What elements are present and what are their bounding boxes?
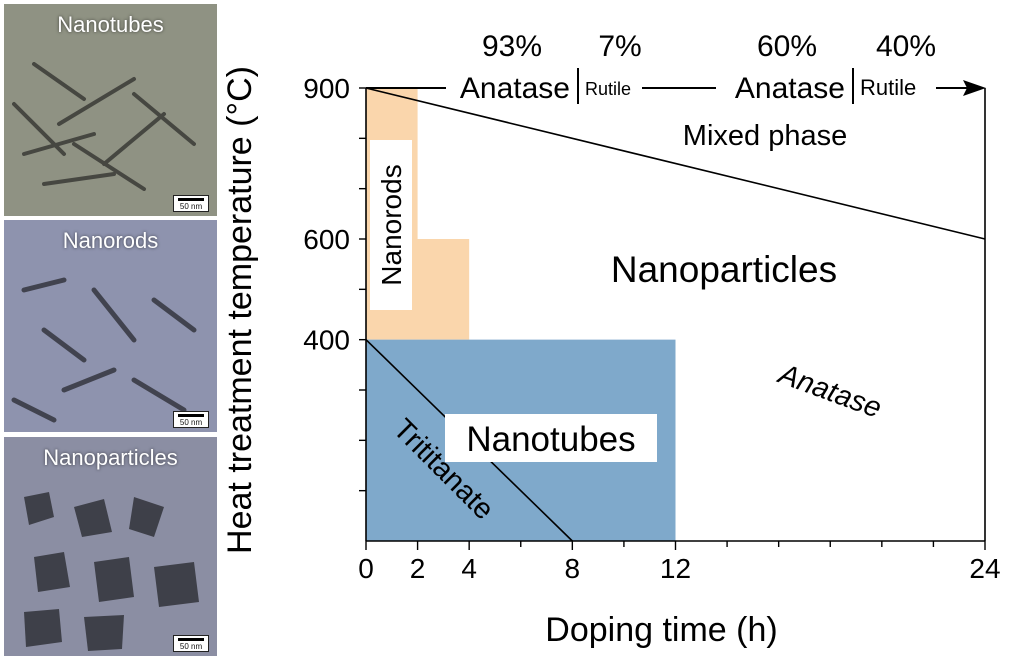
x-tick-label: 24 (969, 553, 1000, 584)
y-axis-title: Heat treatment temperature (°C) (221, 66, 259, 554)
nanoparticles-label: Nanoparticles (611, 249, 837, 290)
nanorods-label: Nanorods (376, 164, 407, 285)
x-tick-label: 8 (565, 553, 581, 584)
nanotubes-label: Nanotubes (466, 420, 635, 459)
micrograph-nanorods: Nanorods 50 nm (4, 220, 217, 432)
rutile-phase-label: Rutile (860, 75, 916, 100)
nanorods-label-box (370, 140, 412, 310)
scale-bar: 50 nm (173, 195, 209, 212)
scale-bar: 50 nm (173, 411, 209, 428)
micrograph-label: Nanotubes (57, 12, 164, 37)
x-tick-label: 4 (461, 553, 477, 584)
rutile-phase-label: Rutile (585, 79, 631, 99)
y-tick-label: 900 (303, 73, 350, 104)
rutile-percent-label: 7% (598, 30, 641, 63)
arrow-head-icon (963, 80, 986, 96)
scale-bar: 50 nm (173, 635, 209, 652)
phase-boundary-line (365, 87, 986, 240)
micrograph-nanoparticles: Nanoparticles 50 nm (4, 437, 217, 656)
x-tick-label: 0 (358, 553, 374, 584)
x-tick-label: 12 (660, 553, 691, 584)
rutile-percent-label: 40% (876, 30, 936, 63)
x-tick-label: 2 (410, 553, 426, 584)
micrograph-nanotubes: Nanotubes 50 nm (4, 4, 217, 216)
x-axis-title: Doping time (h) (545, 611, 777, 649)
anatase-percent-label: 60% (757, 30, 817, 63)
mixed-phase-label: Mixed phase (683, 120, 847, 152)
micrograph-label: Nanoparticles (43, 445, 178, 470)
anatase-phase-label: Anatase (460, 72, 570, 105)
anatase-phase-label: Anatase (735, 72, 845, 105)
anatase-percent-label: 93% (482, 30, 542, 63)
anatase-region-label: Anatase (773, 358, 886, 425)
micrograph-image (4, 4, 217, 216)
nanotubes-label-box (445, 414, 657, 462)
y-tick-label: 400 (303, 325, 350, 356)
micrograph-label: Nanorods (62, 228, 159, 253)
micrograph-image (4, 220, 217, 432)
micrograph-image (4, 437, 217, 656)
y-tick-label: 600 (303, 224, 350, 255)
